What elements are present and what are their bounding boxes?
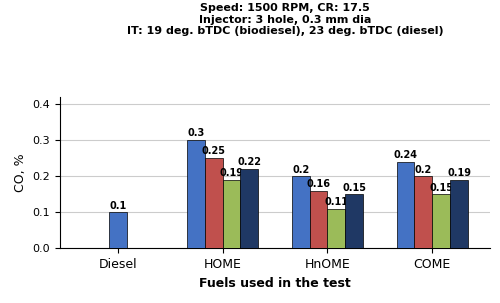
Bar [432,194,450,248]
Text: 0.16: 0.16 [306,179,330,189]
Bar [414,176,432,248]
Y-axis label: CO, %: CO, % [14,153,27,192]
Text: 0.11: 0.11 [324,197,348,207]
Bar [292,176,310,248]
Text: 0.24: 0.24 [394,150,417,160]
Bar [346,194,363,248]
Text: 0.2: 0.2 [292,165,310,175]
Bar [396,162,414,248]
Bar [204,158,222,248]
Text: 0.2: 0.2 [415,165,432,175]
Text: 0.15: 0.15 [342,182,366,192]
Text: 0.1: 0.1 [109,201,126,211]
Text: 0.19: 0.19 [447,168,471,178]
Bar [310,191,328,248]
X-axis label: Fuels used in the test: Fuels used in the test [199,277,351,290]
Bar [450,180,468,248]
Bar [109,212,126,248]
Text: 0.19: 0.19 [220,168,244,178]
Text: 0.22: 0.22 [238,157,262,167]
Text: 0.25: 0.25 [202,146,226,156]
Bar [222,180,240,248]
Text: 0.15: 0.15 [429,182,453,192]
Text: Speed: 1500 RPM, CR: 17.5
Injector: 3 hole, 0.3 mm dia
IT: 19 deg. bTDC (biodies: Speed: 1500 RPM, CR: 17.5 Injector: 3 ho… [126,3,444,36]
Bar [240,169,258,248]
Bar [328,209,345,248]
Bar [187,140,204,248]
Text: 0.3: 0.3 [187,128,204,138]
